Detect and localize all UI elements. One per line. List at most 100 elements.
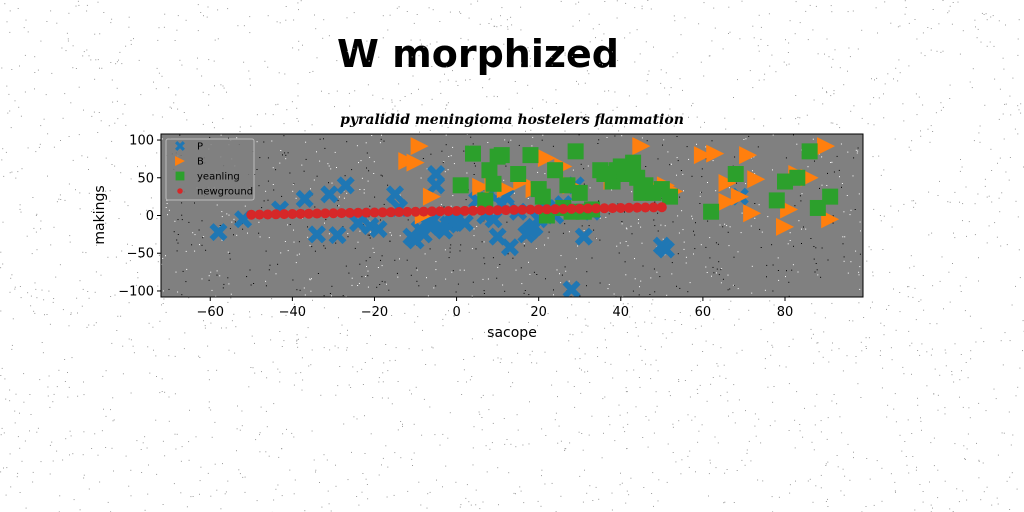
data-point xyxy=(484,205,495,216)
data-point xyxy=(312,208,322,219)
x-tick-label: −40 xyxy=(279,305,306,320)
data-point xyxy=(739,146,758,165)
data-point xyxy=(509,204,520,215)
data-point xyxy=(693,146,712,165)
data-point xyxy=(537,149,556,168)
data-point xyxy=(320,185,339,204)
data-point xyxy=(435,206,446,217)
data-point xyxy=(427,164,446,183)
data-point xyxy=(426,206,437,217)
data-point xyxy=(308,225,326,244)
data-point xyxy=(656,202,667,213)
data-point xyxy=(730,187,749,206)
data-point xyxy=(566,203,577,214)
data-point xyxy=(591,203,602,214)
data-point xyxy=(615,202,626,213)
y-tick-label: −100 xyxy=(118,284,154,299)
data-point xyxy=(624,202,634,213)
data-point xyxy=(562,280,581,297)
data-point xyxy=(574,203,585,214)
data-point xyxy=(718,174,737,193)
data-point xyxy=(718,192,737,211)
data-point xyxy=(336,176,355,195)
data-point xyxy=(706,144,725,163)
data-point xyxy=(547,162,564,179)
data-point xyxy=(550,204,561,215)
data-point xyxy=(465,145,481,162)
data-point xyxy=(582,203,593,214)
x-tick-label: 20 xyxy=(530,305,547,320)
data-point xyxy=(254,209,265,220)
x-axis-label: sacope xyxy=(487,325,537,341)
data-point xyxy=(533,204,544,215)
x-tick-label: 80 xyxy=(777,305,794,320)
data-point xyxy=(443,206,454,217)
data-point xyxy=(262,209,273,220)
data-point xyxy=(747,170,766,189)
data-point xyxy=(500,205,511,216)
data-point xyxy=(451,205,462,216)
data-point xyxy=(410,206,421,217)
data-point xyxy=(279,209,290,220)
chart-title: pyralidid meningioma hostelers flammatio… xyxy=(340,112,684,128)
data-point xyxy=(422,187,441,206)
x-tick-label: 0 xyxy=(452,305,460,320)
x-tick-label: 60 xyxy=(695,305,712,320)
data-point xyxy=(525,204,536,215)
y-tick-label: 50 xyxy=(137,171,154,186)
x-tick-label: −20 xyxy=(361,305,388,320)
data-point xyxy=(320,208,331,219)
data-point xyxy=(493,147,510,164)
y-axis-label: makings xyxy=(92,185,108,244)
data-point xyxy=(344,207,355,218)
data-point xyxy=(418,206,429,217)
data-point xyxy=(522,147,539,164)
data-point xyxy=(559,177,576,194)
data-point xyxy=(472,177,491,196)
series-newground xyxy=(246,202,667,220)
data-point xyxy=(295,189,314,208)
data-point xyxy=(500,238,519,257)
data-point xyxy=(809,199,826,216)
data-point xyxy=(377,207,388,218)
data-point xyxy=(459,205,470,216)
data-point xyxy=(625,154,642,171)
legend-label: yeanling xyxy=(197,172,240,183)
data-point xyxy=(640,202,651,213)
series-yeanling xyxy=(452,143,839,224)
data-point xyxy=(328,208,339,219)
data-point xyxy=(822,188,839,205)
data-point xyxy=(349,214,368,233)
data-point xyxy=(632,202,643,213)
data-point xyxy=(743,204,762,223)
y-tick-label: 100 xyxy=(129,134,154,149)
figure-suptitle: W morphized xyxy=(337,32,619,76)
data-point xyxy=(406,153,425,172)
legend-box xyxy=(165,138,255,201)
x-tick-label: 40 xyxy=(613,305,630,320)
data-point xyxy=(648,202,659,213)
legend-label: B xyxy=(197,157,204,168)
data-point xyxy=(727,165,744,182)
legend-marker xyxy=(175,171,185,181)
data-point xyxy=(287,208,298,219)
data-point xyxy=(632,137,651,156)
data-point xyxy=(386,185,404,204)
data-point xyxy=(574,227,593,246)
data-point xyxy=(517,204,528,215)
data-point xyxy=(541,204,552,215)
data-point xyxy=(599,203,610,214)
data-point xyxy=(801,143,818,160)
y-tick-label: 0 xyxy=(146,209,154,224)
legend-label: newground xyxy=(197,187,253,198)
data-point xyxy=(209,223,228,242)
data-point xyxy=(328,226,347,245)
data-point xyxy=(361,207,372,218)
data-point xyxy=(468,205,478,216)
data-point xyxy=(369,220,388,239)
data-point xyxy=(394,207,405,218)
data-point xyxy=(246,209,257,220)
